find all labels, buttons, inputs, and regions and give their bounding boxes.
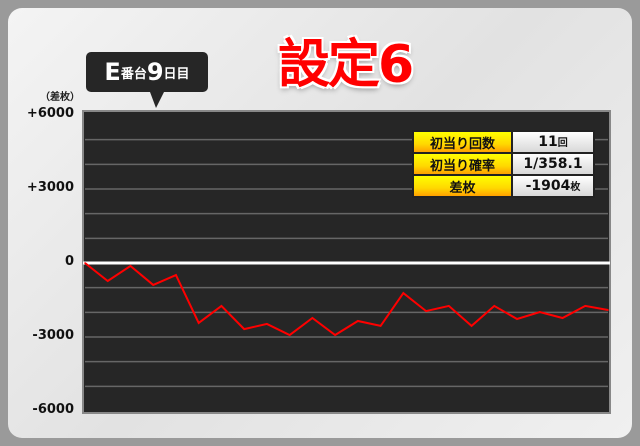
data-point [357,320,359,322]
y-tick-label: -6000 [32,402,74,417]
stats-table: 初当り回数 11回 初当り確率 1/358.1 差枚 -1904枚 [412,130,595,198]
y-axis-label: （差枚） [40,92,80,103]
data-point [334,334,336,336]
data-point [129,265,132,267]
data-point [493,305,496,307]
data-point [220,305,223,307]
y-tick-label: 0 [64,254,74,269]
stat-value: 11回 [513,132,593,152]
data-point [266,323,268,325]
data-point [425,310,427,312]
data-point [516,318,518,320]
setting-title: 設定6 [278,35,414,95]
data-point [243,328,245,330]
machine-day-tag: E 番台 9 日目 [86,52,208,108]
data-point [379,325,382,327]
data-point [106,280,109,282]
data-point [311,317,314,319]
data-point [561,317,564,319]
day-number: 9 [146,58,164,86]
data-point [470,325,473,327]
stats-row: 初当り確率 1/358.1 [414,154,593,174]
machine-suffix: 番台 [120,66,147,82]
data-point [175,274,177,276]
data-point [538,311,541,313]
machine-number: E [104,58,121,86]
stats-row: 差枚 -1904枚 [414,176,593,196]
y-tick-label: +6000 [26,106,74,121]
stat-value: -1904枚 [513,176,593,196]
stats-row: 初当り回数 11回 [414,132,593,152]
stat-label: 初当り確率 [414,154,511,174]
data-point [402,292,405,294]
data-point [152,284,155,286]
data-point [288,334,291,336]
data-point [84,262,86,264]
data-point [607,309,609,311]
stat-label: 初当り回数 [414,132,511,152]
stat-value: 1/358.1 [513,154,593,174]
data-point [448,305,450,307]
y-tick-label: +3000 [26,180,74,195]
series-line [84,262,609,337]
day-suffix: 日目 [163,66,190,82]
data-point [584,305,587,307]
y-tick-label: -3000 [32,328,74,343]
data-point [197,322,200,324]
stat-label: 差枚 [414,176,511,196]
